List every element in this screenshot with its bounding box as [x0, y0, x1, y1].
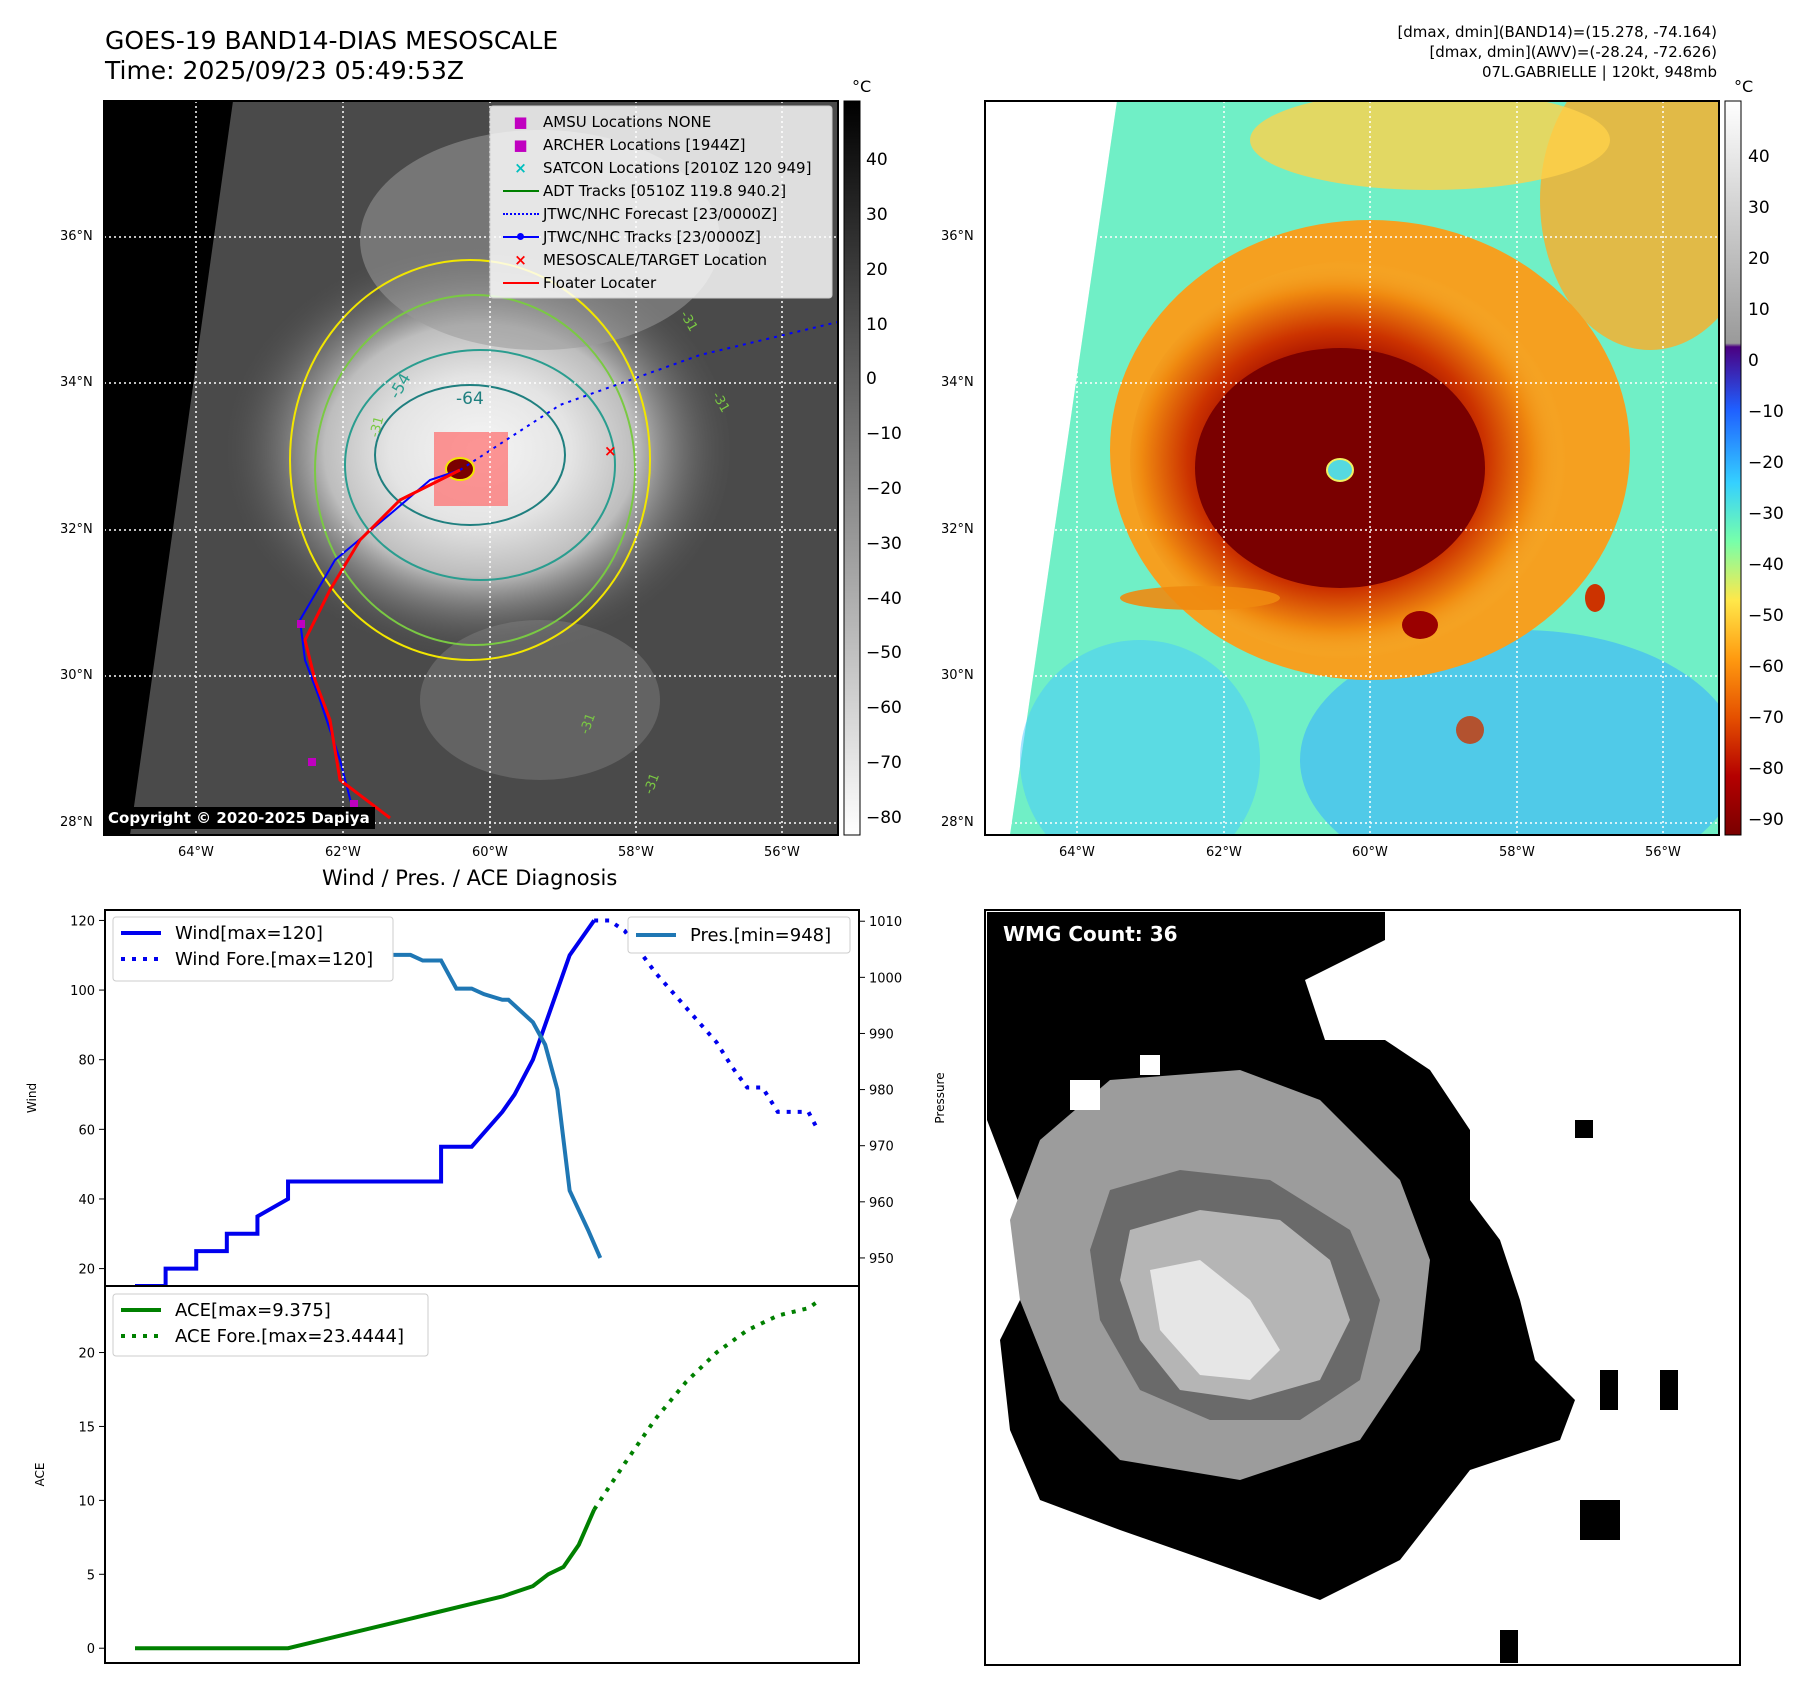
lon-label: 56°W — [1645, 845, 1681, 860]
wmg-count-label: WMG Count: 36 — [1003, 922, 1178, 946]
archer-marker — [350, 800, 358, 808]
colorbar-tick: 20 — [1748, 248, 1770, 269]
legend-item: JTWC/NHC Forecast [23/0000Z] — [498, 202, 838, 225]
colorbar-tick: −20 — [866, 478, 902, 499]
colorbar-left — [843, 100, 861, 836]
legend-marker: ■ — [513, 112, 528, 131]
info-line1: [dmax, dmin](BAND14)=(15.278, -74.164) — [1397, 23, 1717, 41]
contour-label: -31 — [367, 415, 387, 439]
legend-marker — [498, 189, 543, 192]
colorbar-tick: −60 — [1748, 656, 1784, 677]
lat-label: 32°N — [60, 522, 93, 537]
colorbar-tick: 30 — [1748, 197, 1770, 218]
title-line2: Time: 2025/09/23 05:49:53Z — [105, 56, 464, 85]
lon-label: 64°W — [1059, 845, 1095, 860]
colorbar-tick: −70 — [866, 752, 902, 773]
diagnosis-title: Wind / Pres. / ACE Diagnosis — [322, 866, 618, 890]
colorbar-tick: 10 — [866, 314, 888, 335]
legend-label: ARCHER Locations [1944Z] — [543, 135, 746, 154]
legend-item: × MESOSCALE/TARGET Location — [498, 248, 838, 271]
legend-item: × SATCON Locations [2010Z 120 949] — [498, 156, 838, 179]
legend-entries: ■ AMSU Locations NONE ■ ARCHER Locations… — [498, 110, 838, 294]
info-line3: 07L.GABRIELLE | 120kt, 948mb — [1482, 63, 1717, 81]
colorbar-tick: −20 — [1748, 452, 1784, 473]
legend-label: AMSU Locations NONE — [543, 112, 712, 131]
legend-marker — [498, 232, 543, 240]
wmg-field — [987, 912, 1678, 1663]
lon-label: 62°W — [1206, 845, 1242, 860]
colorbar-tick: 0 — [866, 369, 877, 390]
colorbar-tick: −70 — [1748, 707, 1784, 728]
colorbar-tick: 30 — [866, 205, 888, 226]
lat-label: 28°N — [941, 815, 974, 830]
colorbar-tick: 40 — [1748, 146, 1770, 167]
contour-label: -31 — [578, 711, 599, 736]
colorbar-tick: −50 — [1748, 605, 1784, 626]
colorbar-tick: −50 — [866, 643, 902, 664]
map-legend — [489, 105, 833, 299]
lat-label: 34°N — [941, 375, 974, 390]
legend-marker: × — [514, 250, 527, 269]
copyright-label: Copyright © 2020-2025 Dapiya — [103, 807, 375, 829]
contour-label: -31 — [642, 771, 663, 796]
colorbar-tick: 0 — [1748, 350, 1759, 371]
colorbar-right — [1724, 100, 1742, 836]
legend-item: Floater Locater — [498, 271, 838, 294]
lat-label: 36°N — [941, 229, 974, 244]
colorbar-tick: −80 — [1748, 758, 1784, 779]
legend-marker — [498, 212, 543, 215]
legend-label: JTWC/NHC Tracks [23/0000Z] — [543, 227, 761, 246]
legend-marker: ■ — [513, 135, 528, 154]
colorbar-tick: 10 — [1748, 299, 1770, 320]
colorbar-tick: −90 — [1748, 809, 1784, 830]
lon-label: 62°W — [325, 845, 361, 860]
lat-label: 36°N — [60, 229, 93, 244]
lat-label: 30°N — [941, 668, 974, 683]
legend-label: ADT Tracks [0510Z 119.8 940.2] — [543, 181, 787, 200]
legend-label: MESOSCALE/TARGET Location — [543, 250, 768, 269]
legend-item: ADT Tracks [0510Z 119.8 940.2] — [498, 179, 838, 202]
lat-label: 30°N — [60, 668, 93, 683]
colorbar-tick: 40 — [866, 150, 888, 171]
info-line2: [dmax, dmin](AWV)=(-28.24, -72.626) — [1429, 43, 1717, 61]
colorbar-tick: −60 — [866, 698, 902, 719]
contour-label: -64 — [456, 389, 484, 409]
legend-label: SATCON Locations [2010Z 120 949] — [543, 158, 812, 177]
archer-marker — [297, 620, 305, 628]
title-line1: GOES-19 BAND14-DIAS MESOSCALE — [105, 26, 559, 55]
legend-item: ■ AMSU Locations NONE — [498, 110, 838, 133]
legend-item: JTWC/NHC Tracks [23/0000Z] — [498, 225, 838, 248]
colorbar-tick: −10 — [1748, 401, 1784, 422]
lon-label: 58°W — [1499, 845, 1535, 860]
lat-label: 34°N — [60, 375, 93, 390]
lat-label: 32°N — [941, 522, 974, 537]
colorbar-tick: −40 — [866, 588, 902, 609]
colorbar-left-unit: °C — [852, 77, 872, 96]
colorbar-right-unit: °C — [1734, 77, 1754, 96]
colorbar-tick: −30 — [866, 533, 902, 554]
lon-label: 60°W — [472, 845, 508, 860]
colorbar-tick: −40 — [1748, 554, 1784, 575]
legend-marker — [498, 281, 543, 284]
colorbar-tick: 20 — [866, 259, 888, 280]
colorbar-tick: −10 — [866, 424, 902, 445]
legend-label: JTWC/NHC Forecast [23/0000Z] — [543, 204, 778, 223]
archer-marker — [308, 758, 316, 766]
legend-item: ■ ARCHER Locations [1944Z] — [498, 133, 838, 156]
colorbar-tick: −80 — [866, 807, 902, 828]
lon-label: 58°W — [618, 845, 654, 860]
lon-label: 56°W — [764, 845, 800, 860]
colorbar-tick: −30 — [1748, 503, 1784, 524]
target-marker: × — [604, 442, 617, 460]
legend-marker: × — [514, 158, 527, 177]
legend-label: Floater Locater — [543, 273, 657, 292]
lat-label: 28°N — [60, 815, 93, 830]
lon-label: 64°W — [178, 845, 214, 860]
lon-label: 60°W — [1352, 845, 1388, 860]
